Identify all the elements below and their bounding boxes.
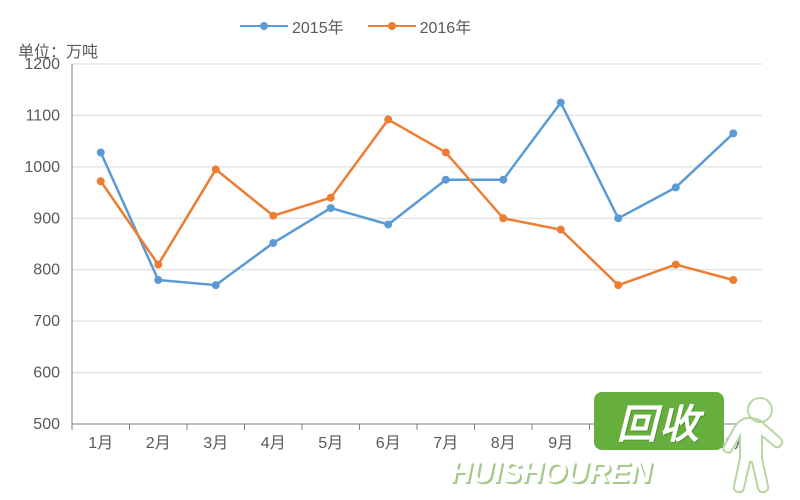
svg-text:9月: 9月 bbox=[548, 435, 573, 452]
chart-container: 单位：万吨 2015年2016年 50060070080090010001100… bbox=[0, 0, 800, 500]
svg-text:800: 800 bbox=[33, 262, 60, 279]
svg-text:1100: 1100 bbox=[26, 107, 61, 124]
svg-text:500: 500 bbox=[33, 416, 60, 433]
svg-text:1200: 1200 bbox=[24, 56, 60, 73]
svg-text:6月: 6月 bbox=[376, 435, 401, 452]
watermark-logo-text: 回收 bbox=[617, 392, 701, 450]
watermark-logo: 回收 bbox=[594, 392, 724, 450]
svg-text:2月: 2月 bbox=[146, 435, 171, 452]
svg-text:700: 700 bbox=[33, 313, 60, 330]
svg-text:3月: 3月 bbox=[203, 435, 228, 452]
watermark-subbrand: HUISHOUREN bbox=[450, 456, 652, 490]
watermark-figure bbox=[720, 388, 800, 498]
svg-text:900: 900 bbox=[33, 210, 60, 227]
svg-text:1月: 1月 bbox=[88, 435, 113, 452]
svg-text:7月: 7月 bbox=[433, 435, 458, 452]
svg-text:5月: 5月 bbox=[318, 435, 343, 452]
svg-text:1000: 1000 bbox=[24, 159, 60, 176]
svg-text:600: 600 bbox=[33, 365, 60, 382]
svg-text:8月: 8月 bbox=[491, 435, 516, 452]
svg-text:4月: 4月 bbox=[261, 435, 286, 452]
